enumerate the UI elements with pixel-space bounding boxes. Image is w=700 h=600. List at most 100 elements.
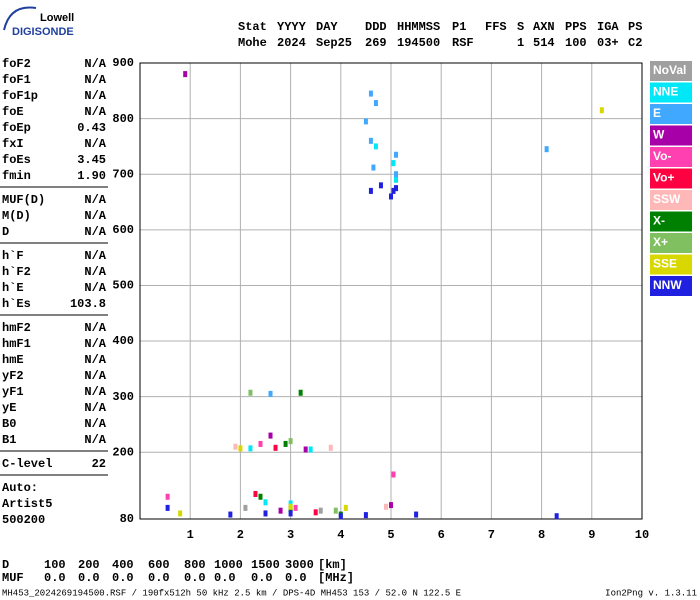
- echo: [253, 490, 258, 497]
- param-name: h`F2: [2, 265, 31, 279]
- bottom-cell: 800: [184, 558, 206, 572]
- y-tick-label: 200: [112, 445, 134, 459]
- legend-swatch: [650, 190, 692, 210]
- bottom-cell: 1000: [214, 558, 243, 572]
- echo: [338, 513, 343, 520]
- auto-text: Auto:: [2, 481, 38, 495]
- x-tick-label: 10: [635, 528, 649, 542]
- param-name: MUF(D): [2, 193, 45, 207]
- echo: [303, 446, 308, 453]
- echo: [544, 146, 549, 153]
- bottom-cell: [MHz]: [318, 571, 354, 585]
- bottom-cell: 0.0: [184, 571, 206, 585]
- echo: [333, 507, 338, 514]
- legend-label: NNW: [653, 278, 682, 292]
- echo: [599, 107, 604, 114]
- echo: [373, 143, 378, 150]
- bottom-cell: 0.0: [214, 571, 236, 585]
- legend-swatch: [650, 147, 692, 167]
- x-tick-label: 7: [488, 528, 495, 542]
- param-name: foEs: [2, 153, 31, 167]
- legend-swatch: [650, 61, 692, 81]
- param-value: N/A: [84, 193, 106, 207]
- param-name: B0: [2, 417, 16, 431]
- param-value: N/A: [84, 57, 106, 71]
- param-name: hmF1: [2, 337, 31, 351]
- bottom-cell: D: [2, 558, 9, 572]
- param-name: C-level: [2, 457, 52, 471]
- echo: [263, 499, 268, 506]
- echo: [238, 445, 243, 452]
- param-name: D: [2, 225, 9, 239]
- legend-swatch: [650, 211, 692, 232]
- param-name: M(D): [2, 209, 31, 223]
- echo: [178, 510, 183, 517]
- legend-swatch: [650, 254, 692, 275]
- echo: [268, 432, 273, 439]
- param-value: N/A: [84, 249, 106, 263]
- x-tick-label: 4: [337, 528, 344, 542]
- param-value: N/A: [84, 417, 106, 431]
- echo: [258, 440, 263, 447]
- echo: [383, 503, 388, 510]
- bottom-cell: 0.0: [112, 571, 134, 585]
- legend-swatch: [650, 125, 692, 146]
- bottom-cell: 1500: [251, 558, 280, 572]
- legend-label: Vo-: [653, 149, 671, 163]
- logo-text: Lowell: [40, 12, 74, 24]
- y-tick-label: 80: [120, 512, 134, 526]
- echo: [258, 493, 263, 500]
- param-value: 3.45: [77, 153, 106, 167]
- header-value: 1: [517, 36, 524, 50]
- param-value: 0.43: [77, 121, 106, 135]
- header-value: 269: [365, 36, 387, 50]
- header-value: 03+: [597, 36, 619, 50]
- echo: [414, 511, 419, 518]
- x-tick-label: 3: [287, 528, 294, 542]
- legend-label: X+: [653, 235, 668, 249]
- echo: [318, 507, 323, 514]
- echo: [373, 100, 378, 107]
- bottom-cell: 0.0: [44, 571, 66, 585]
- header-value: 2024: [277, 36, 306, 50]
- header-value: C2: [628, 36, 642, 50]
- echo: [368, 137, 373, 144]
- y-tick-label: 700: [112, 167, 134, 181]
- bottom-cell: 600: [148, 558, 170, 572]
- echo: [391, 471, 396, 478]
- legend-label: NoVal: [653, 63, 686, 77]
- legend-swatch: [650, 82, 692, 103]
- x-tick-label: 2: [237, 528, 244, 542]
- echo: [298, 389, 303, 396]
- param-name: fmin: [2, 169, 31, 183]
- legend-label: SSE: [653, 257, 677, 271]
- echo: [288, 438, 293, 445]
- footer-right: Ion2Png v. 1.3.11: [605, 588, 697, 598]
- param-value: N/A: [84, 137, 106, 151]
- bottom-cell: 0.0: [78, 571, 100, 585]
- echo: [278, 507, 283, 514]
- bottom-cell: 0.0: [251, 571, 273, 585]
- logo-text: DIGISONDE: [12, 26, 74, 38]
- plot-frame: [139, 62, 643, 520]
- param-name: fxI: [2, 137, 24, 151]
- legend-swatch: [650, 276, 692, 296]
- echo: [263, 510, 268, 517]
- echo: [363, 118, 368, 125]
- echo: [268, 390, 273, 397]
- echo: [394, 171, 399, 178]
- param-name: foEp: [2, 121, 31, 135]
- echo: [368, 187, 373, 194]
- param-value: N/A: [84, 281, 106, 295]
- echo: [391, 187, 396, 194]
- echo: [394, 185, 399, 192]
- echo: [378, 182, 383, 189]
- param-name: foE: [2, 105, 24, 119]
- header-label: YYYY: [277, 20, 307, 34]
- param-name: foF2: [2, 57, 31, 71]
- x-tick-label: 6: [438, 528, 445, 542]
- auto-text: 500200: [2, 513, 45, 527]
- bottom-cell: 0.0: [285, 571, 307, 585]
- header-value: RSF: [452, 36, 474, 50]
